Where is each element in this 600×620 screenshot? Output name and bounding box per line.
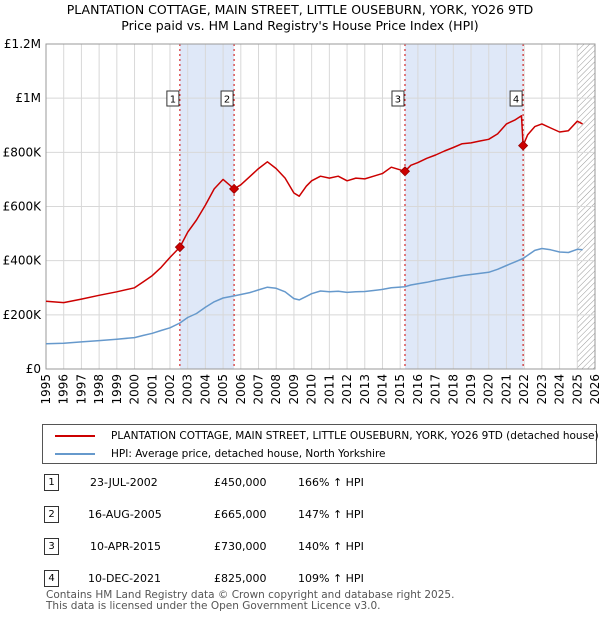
table-row: 4 10-DEC-2021 £825,000 109% ↑ HPI: [0, 570, 600, 590]
transaction-date: 10-APR-2015: [90, 540, 162, 553]
x-tick-label: 2003: [181, 374, 195, 405]
table-row: 3 10-APR-2015 £730,000 140% ↑ HPI: [0, 538, 600, 558]
chart-subtitle: Price paid vs. HM Land Registry's House …: [121, 18, 479, 33]
table-row: 2 16-AUG-2005 £665,000 147% ↑ HPI: [0, 506, 600, 526]
x-tick-label: 2012: [340, 374, 354, 405]
transaction-price: £730,000: [214, 540, 267, 553]
transaction-price: £450,000: [214, 476, 267, 489]
y-tick-label: £600K: [3, 200, 43, 214]
transaction-number: 4: [44, 570, 59, 587]
legend-item-property: PLANTATION COTTAGE, MAIN STREET, LITTLE …: [55, 427, 599, 445]
legend: PLANTATION COTTAGE, MAIN STREET, LITTLE …: [42, 424, 599, 464]
transaction-hpi: 166% ↑ HPI: [298, 476, 364, 489]
transaction-price: £665,000: [214, 508, 267, 521]
x-tick-label: 2013: [358, 374, 372, 405]
legend-label-property: PLANTATION COTTAGE, MAIN STREET, LITTLE …: [111, 430, 599, 442]
x-tick-label: 2025: [570, 374, 584, 405]
table-row: 1 23-JUL-2002 £450,000 166% ↑ HPI: [0, 474, 600, 494]
x-tick-label: 2006: [234, 374, 248, 405]
marker-box-1: [166, 90, 180, 107]
x-tick-label: 2016: [411, 374, 425, 405]
plot-border: [45, 43, 596, 370]
x-tick-label: 2014: [375, 374, 389, 405]
chart-title: PLANTATION COTTAGE, MAIN STREET, LITTLE …: [66, 2, 534, 17]
transaction-date: 10-DEC-2021: [88, 572, 162, 585]
hpi-line: [45, 247, 583, 345]
x-tick-label: 2023: [535, 374, 549, 405]
marker-box-4: [509, 90, 523, 107]
marker-box-2: [220, 90, 234, 107]
marker-label-2: 2: [224, 95, 230, 106]
x-tick-label: 2011: [322, 374, 336, 405]
y-tick-label: £1.2M: [4, 37, 41, 51]
transaction-date: 16-AUG-2005: [88, 508, 162, 521]
x-tick-label: 2022: [517, 374, 531, 405]
transaction-number: 3: [44, 538, 59, 555]
x-tick-label: 2020: [482, 374, 496, 405]
x-tick-label: 2010: [305, 374, 319, 405]
marker-label-1: 1: [170, 95, 176, 106]
x-tick-label: 1995: [39, 374, 53, 405]
x-tick-label: 1998: [92, 374, 106, 405]
transaction-date: 23-JUL-2002: [90, 476, 158, 489]
x-tick-label: 1996: [57, 374, 71, 405]
x-tick-label: 2001: [145, 374, 159, 405]
x-tick-label: 2015: [393, 374, 407, 405]
transaction-hpi: 140% ↑ HPI: [298, 540, 364, 553]
x-tick-label: 2021: [499, 374, 513, 405]
transaction-hpi: 147% ↑ HPI: [298, 508, 364, 521]
transaction-number: 1: [44, 474, 59, 491]
x-tick-label: 2009: [287, 374, 301, 405]
y-tick-label: £0: [26, 362, 41, 376]
x-tick-label: 2018: [446, 374, 460, 405]
y-tick-label: £800K: [3, 145, 43, 159]
footer: Contains HM Land Registry data © Crown c…: [46, 590, 454, 612]
footer-licence: This data is licensed under the Open Gov…: [46, 600, 381, 612]
y-tick-label: £200K: [3, 308, 43, 322]
legend-swatch-property: [55, 435, 95, 437]
x-tick-label: 2017: [429, 374, 443, 405]
sale-point-4: [518, 140, 529, 151]
y-tick-label: £400K: [3, 254, 43, 268]
sale-point-2: [229, 183, 240, 194]
x-tick-label: 2008: [269, 374, 283, 405]
transaction-number: 2: [44, 506, 59, 523]
legend-item-hpi: HPI: Average price, detached house, Nort…: [55, 445, 386, 463]
x-tick-label: 2000: [128, 374, 142, 405]
y-tick-label: £1M: [15, 91, 41, 105]
transaction-price: £825,000: [214, 572, 267, 585]
x-tick-label: 2019: [464, 374, 478, 405]
x-tick-label: 2002: [163, 374, 177, 405]
x-tick-label: 2024: [553, 374, 567, 405]
x-tick-label: 2004: [198, 374, 212, 405]
marker-box-3: [391, 90, 405, 107]
legend-label-hpi: HPI: Average price, detached house, Nort…: [111, 448, 386, 460]
marker-label-4: 4: [513, 95, 519, 106]
marker-label-3: 3: [395, 95, 401, 106]
sale-point-3: [399, 166, 411, 177]
transaction-hpi: 109% ↑ HPI: [298, 572, 364, 585]
x-tick-label: 2007: [252, 374, 266, 405]
x-tick-label: 1997: [74, 374, 88, 405]
x-tick-label: 2005: [216, 374, 230, 405]
x-tick-label: 2026: [588, 374, 600, 405]
footer-copyright: Contains HM Land Registry data © Crown c…: [46, 589, 455, 601]
sale-point-1: [174, 242, 185, 253]
legend-swatch-hpi: [55, 453, 95, 455]
x-tick-label: 1999: [110, 374, 124, 405]
